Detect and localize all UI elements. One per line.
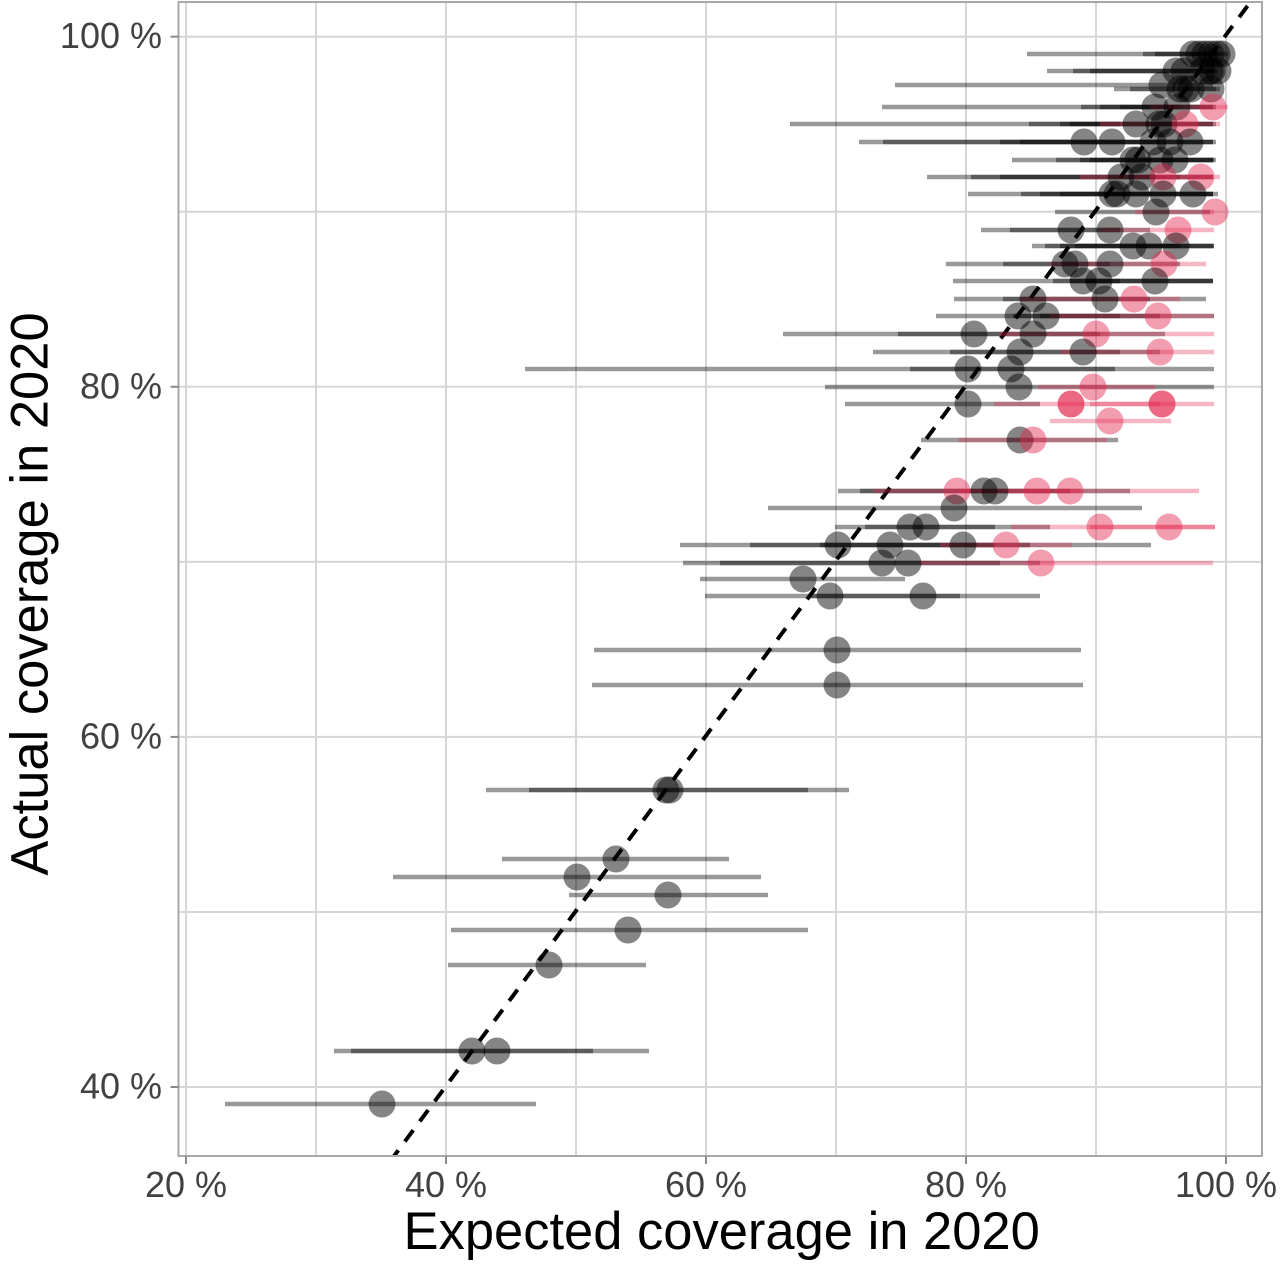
svg-text:40 %: 40 %	[405, 1164, 487, 1205]
svg-text:40 %: 40 %	[80, 1066, 162, 1107]
svg-text:100 %: 100 %	[60, 15, 162, 56]
svg-text:Expected coverage in 2020: Expected coverage in 2020	[404, 1202, 1040, 1261]
svg-text:100 %: 100 %	[1175, 1164, 1277, 1205]
svg-text:60 %: 60 %	[80, 715, 162, 756]
svg-text:80 %: 80 %	[80, 365, 162, 406]
svg-text:80 %: 80 %	[925, 1164, 1007, 1205]
svg-text:60 %: 60 %	[665, 1164, 747, 1205]
svg-text:20 %: 20 %	[145, 1164, 227, 1205]
svg-text:Actual coverage in 2020: Actual coverage in 2020	[1, 312, 60, 875]
